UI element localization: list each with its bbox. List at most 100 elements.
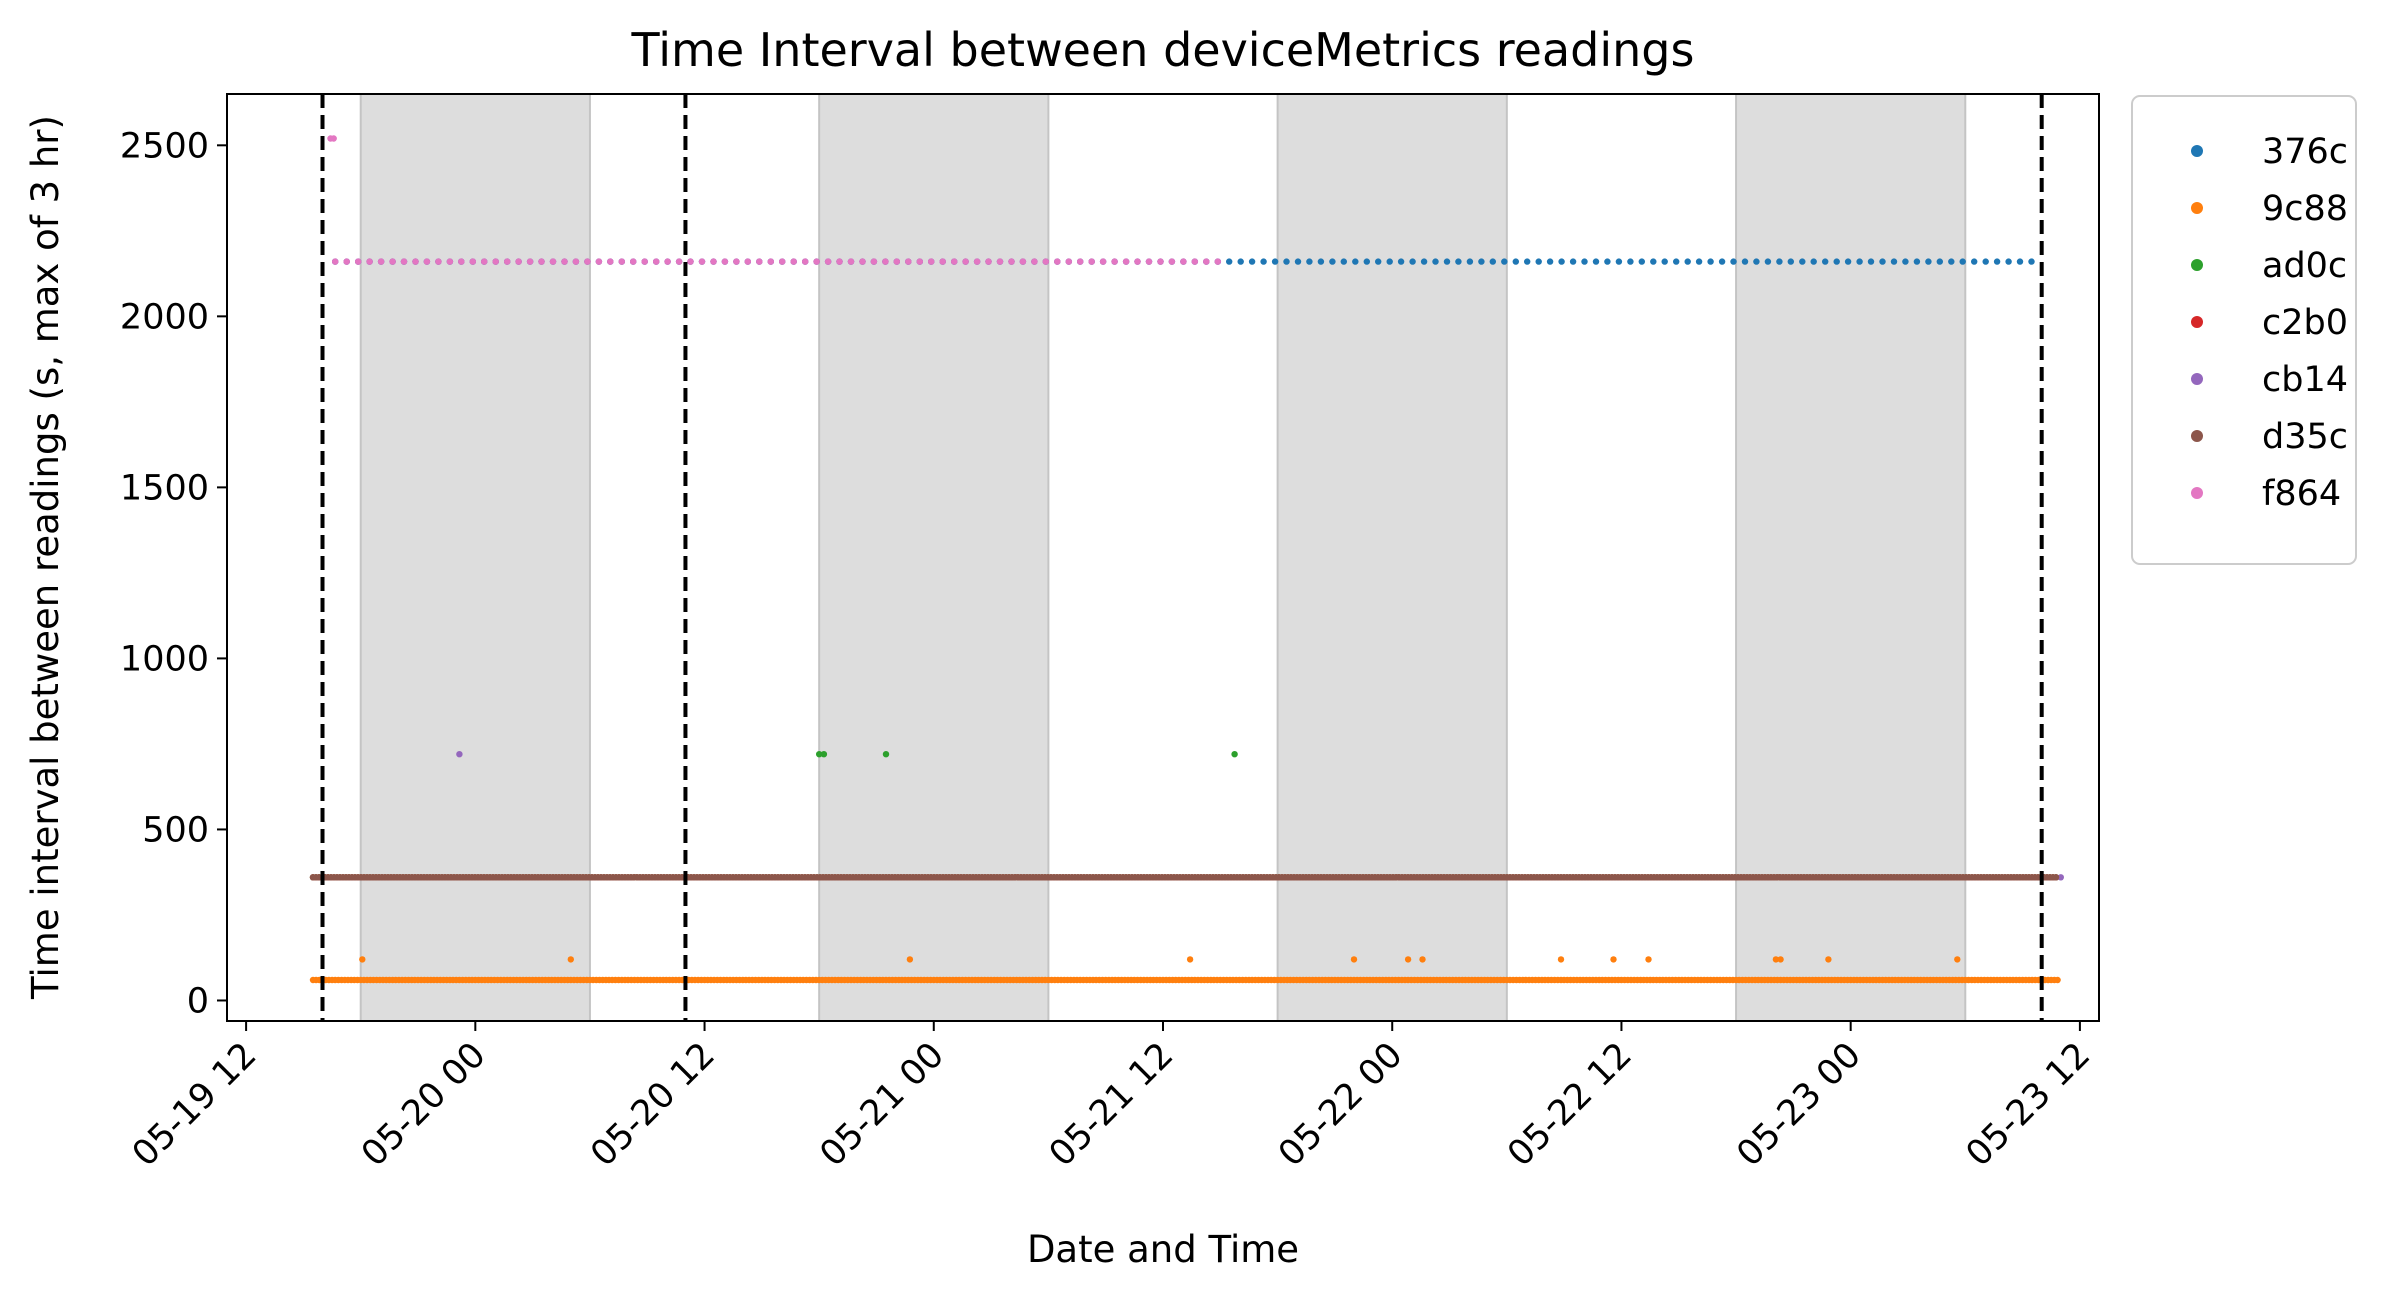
data-point bbox=[1925, 258, 1932, 265]
data-point bbox=[813, 258, 820, 265]
data-point bbox=[802, 258, 809, 265]
legend-marker bbox=[2191, 373, 2203, 385]
y-axis-label: Time interval between readings (s, max o… bbox=[24, 115, 67, 1000]
data-point bbox=[1825, 956, 1832, 963]
data-point bbox=[1375, 258, 1382, 265]
data-point bbox=[687, 258, 694, 265]
data-point bbox=[1455, 258, 1462, 265]
data-point bbox=[996, 258, 1004, 265]
data-point bbox=[435, 258, 442, 265]
data-point bbox=[1203, 258, 1210, 265]
data-point bbox=[456, 751, 463, 758]
data-point bbox=[1879, 258, 1886, 265]
data-point bbox=[412, 258, 419, 265]
legend-label: f864 bbox=[2262, 474, 2341, 514]
data-point bbox=[549, 258, 557, 265]
data-point bbox=[1844, 258, 1852, 265]
legend-marker bbox=[2191, 487, 2203, 499]
data-point bbox=[744, 258, 751, 265]
data-point bbox=[1501, 258, 1508, 265]
data-point bbox=[1191, 258, 1199, 265]
y-tick-label: 500 bbox=[142, 810, 209, 850]
data-point bbox=[359, 956, 366, 963]
data-point bbox=[790, 258, 797, 265]
data-point bbox=[1772, 956, 1780, 963]
data-point bbox=[2054, 976, 2061, 984]
data-point bbox=[1569, 258, 1577, 265]
data-point bbox=[1168, 258, 1176, 265]
y-tick-label: 2000 bbox=[120, 297, 209, 337]
data-point bbox=[1730, 258, 1737, 265]
data-point bbox=[939, 258, 946, 265]
data-point bbox=[630, 258, 637, 265]
legend-marker bbox=[2191, 259, 2203, 271]
data-point bbox=[1306, 258, 1313, 265]
data-point bbox=[1810, 258, 1817, 265]
data-point bbox=[882, 751, 890, 758]
data-point bbox=[1673, 258, 1680, 265]
data-point bbox=[951, 258, 958, 265]
data-point bbox=[1592, 258, 1600, 265]
series-f864 bbox=[327, 135, 1222, 265]
data-point bbox=[816, 751, 823, 758]
legend-label: c2b0 bbox=[2262, 303, 2348, 343]
data-point bbox=[779, 258, 786, 265]
data-point bbox=[1077, 258, 1084, 265]
data-point bbox=[1604, 258, 1611, 265]
data-point bbox=[1982, 258, 1989, 265]
data-point bbox=[893, 258, 900, 265]
data-point bbox=[1329, 258, 1336, 265]
legend-marker bbox=[2191, 202, 2203, 214]
data-point bbox=[882, 258, 889, 265]
data-point bbox=[1363, 258, 1371, 265]
data-point bbox=[756, 258, 763, 265]
data-point bbox=[905, 258, 912, 265]
data-point bbox=[366, 258, 373, 265]
night-band bbox=[818, 93, 1050, 1022]
data-point bbox=[1718, 258, 1726, 265]
data-point bbox=[973, 258, 981, 265]
data-point bbox=[1764, 258, 1772, 265]
data-point bbox=[1214, 258, 1222, 265]
data-point bbox=[1157, 258, 1164, 265]
data-point bbox=[1042, 258, 1050, 265]
data-point bbox=[1890, 258, 1898, 265]
data-point bbox=[1237, 258, 1244, 265]
data-point bbox=[1856, 258, 1863, 265]
data-point bbox=[1741, 258, 1749, 265]
data-point bbox=[1386, 258, 1393, 265]
data-point bbox=[526, 258, 534, 265]
data-point bbox=[1432, 258, 1439, 265]
data-point bbox=[675, 258, 683, 265]
data-point bbox=[1180, 258, 1187, 265]
data-point bbox=[1489, 258, 1497, 265]
data-point bbox=[1134, 258, 1141, 265]
legend-label: 376c bbox=[2262, 132, 2348, 172]
data-point bbox=[653, 258, 660, 265]
event-lines bbox=[320, 94, 2044, 1021]
data-point bbox=[1546, 258, 1554, 265]
data-point bbox=[1294, 258, 1302, 265]
data-point bbox=[1787, 258, 1795, 265]
data-point bbox=[1558, 258, 1565, 265]
data-point bbox=[916, 258, 923, 265]
y-tick-label: 0 bbox=[187, 981, 209, 1021]
data-point bbox=[664, 258, 671, 265]
data-point bbox=[641, 258, 648, 265]
data-point bbox=[1019, 258, 1027, 265]
x-axis-label: Date and Time bbox=[1027, 1228, 1299, 1271]
data-point bbox=[1615, 258, 1623, 265]
data-point bbox=[355, 258, 362, 265]
data-point bbox=[1065, 258, 1073, 265]
data-point bbox=[1409, 258, 1416, 265]
data-point bbox=[1777, 956, 1784, 963]
data-point bbox=[481, 258, 488, 265]
data-point bbox=[710, 258, 717, 265]
data-point bbox=[1088, 258, 1095, 265]
data-point bbox=[584, 258, 591, 265]
data-point bbox=[1031, 258, 1038, 265]
data-point bbox=[504, 258, 511, 265]
data-point bbox=[1707, 258, 1714, 265]
data-point bbox=[618, 258, 625, 265]
